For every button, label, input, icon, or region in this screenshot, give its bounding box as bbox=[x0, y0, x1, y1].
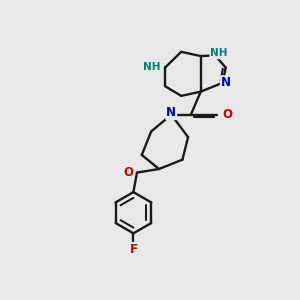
Text: NH: NH bbox=[143, 62, 160, 73]
Text: N: N bbox=[166, 106, 176, 119]
Text: O: O bbox=[223, 108, 232, 121]
Text: F: F bbox=[129, 243, 137, 256]
Text: NH: NH bbox=[210, 48, 228, 58]
Text: N: N bbox=[221, 76, 231, 89]
Text: O: O bbox=[123, 166, 133, 179]
